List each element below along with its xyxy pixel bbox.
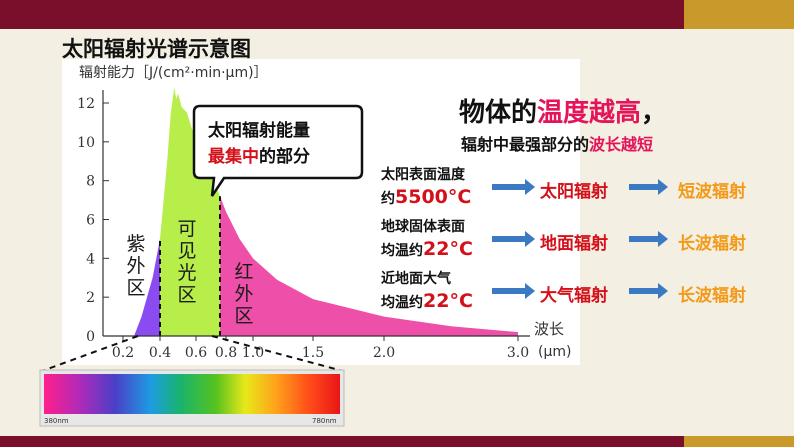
region-area-1 [160,87,220,336]
arrow-right-icon [629,283,668,299]
x-axis-unit: (μm) [538,344,571,360]
bottom-bar-accent [684,436,794,447]
x-tick-label: 3.0 [507,345,529,361]
x-axis-label: 波长 [534,320,564,338]
row-air-prefix: 均温约 [381,295,423,311]
row-air-line2: 均温约22°C [381,290,473,314]
arrow-right-icon [629,179,668,195]
region-label-2: 红 [234,261,253,283]
row-air-label: 近地面大气 均温约22°C [381,268,473,314]
row-ground-line2: 均温约22°C [381,238,473,262]
y-axis-label: 辐射能力［J/(cm²·min·μm)］ [79,65,268,81]
region-label-0: 区 [126,277,145,299]
row-air-line1: 近地面大气 [381,271,451,287]
slide-title: 太阳辐射光谱示意图 [62,37,251,61]
row-sun-radiation: 太阳辐射 [540,182,608,202]
row-sun-line1: 太阳表面温度 [381,167,465,183]
row-sun-label: 太阳表面温度 约5500°C [381,164,471,210]
callout-bubble [192,104,364,197]
row-ground-radiation: 地面辐射 [540,234,608,254]
row-sun-line2: 约5500°C [381,186,471,210]
region-label-0: 外 [126,255,145,277]
y-tick-label: 6 [86,213,95,229]
x-tick-label: 2.0 [373,345,395,361]
row-ground-prefix: 均温约 [381,243,423,259]
region-area-0 [134,238,160,336]
region-area-2 [220,196,518,336]
y-tick-label: 2 [86,290,95,306]
callout-line1: 太阳辐射能量 [208,121,310,141]
callout-line2: 最集中的部分 [208,142,310,167]
subhead: 辐射中最强部分的波长越短 [461,131,653,155]
region-label-1: 见 [177,240,196,262]
y-tick-label: 10 [77,135,95,151]
headline-prefix: 物体的 [459,98,538,128]
region-label-2: 外 [234,283,253,305]
region-label-2: 区 [234,305,253,327]
row-sun-value: 5500°C [395,186,472,208]
row-ground-wave: 长波辐射 [678,234,746,254]
spectrum-left-label: 380nm [44,417,69,425]
x-tick-label: 1.5 [302,345,324,361]
row-ground-label: 地球固体表面 均温约22°C [381,216,473,262]
row-sun-prefix: 约 [381,191,395,207]
x-tick-label: 0.4 [149,345,171,361]
row-ground-value: 22°C [423,238,473,260]
arrow-right-icon [492,283,535,299]
x-tick-label: 0.8 [215,345,237,361]
y-tick-label: 0 [86,329,95,345]
arrow-right-icon [629,231,668,247]
bottom-bar [0,436,794,447]
row-air-radiation: 大气辐射 [540,286,608,306]
x-tick-label: 0.2 [112,345,134,361]
callout-rest: 的部分 [259,147,310,167]
visible-spectrum-gradient [44,374,340,414]
region-label-0: 紫 [126,233,145,255]
headline-suffix: ， [641,98,668,128]
spectrum-right-label: 780nm [312,417,337,425]
y-tick-label: 4 [86,251,95,267]
row-ground-line1: 地球固体表面 [381,219,465,235]
region-label-1: 可 [177,218,196,240]
y-tick-label: 8 [86,174,95,190]
subhead-prefix: 辐射中最强部分的 [461,135,590,154]
arrow-right-icon [492,179,535,195]
arrow-right-icon [492,231,535,247]
headline: 物体的温度越高， [459,92,667,129]
headline-emphasis: 温度越高 [537,98,642,128]
top-bar [0,0,794,29]
row-sun-wave: 短波辐射 [678,182,746,202]
top-bar-accent [684,0,794,29]
row-air-wave: 长波辐射 [678,286,746,306]
x-tick-label: 0.6 [185,345,207,361]
y-tick-label: 12 [77,96,95,112]
spectrum-guide-right [211,335,344,372]
callout-emphasis: 最集中 [208,147,259,167]
row-air-value: 22°C [423,290,473,312]
subhead-emphasis: 波长越短 [589,135,654,154]
region-label-1: 光 [177,262,196,284]
region-label-1: 区 [177,284,196,306]
